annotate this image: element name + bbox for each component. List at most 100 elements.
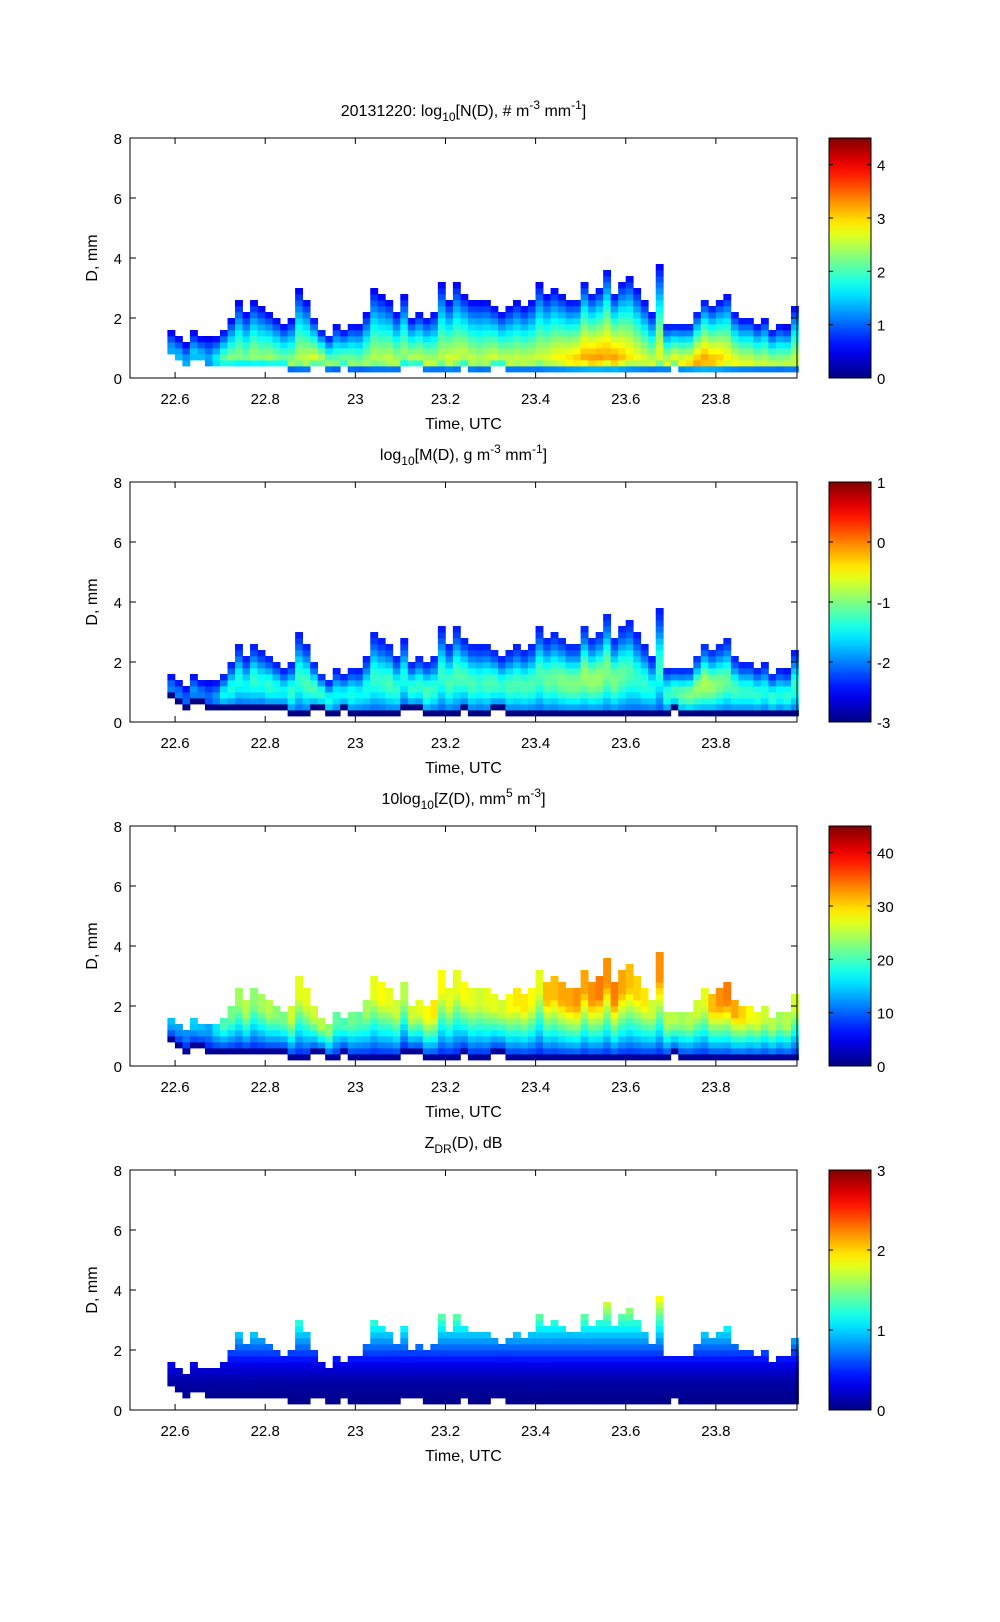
heatmap-cell — [430, 1386, 439, 1393]
heatmap-cell — [588, 710, 597, 717]
heatmap-cell — [422, 1362, 431, 1369]
heatmap-cell — [430, 1368, 439, 1375]
heatmap-cell — [618, 1314, 627, 1321]
heatmap-cell — [505, 1036, 514, 1043]
heatmap-cell — [347, 324, 356, 331]
heatmap-cell — [543, 1356, 551, 1363]
heatmap-cell — [272, 1012, 281, 1019]
heatmap-cell — [573, 1392, 582, 1399]
heatmap-cell — [430, 324, 439, 331]
heatmap-cell — [452, 988, 461, 995]
heatmap-cell — [700, 354, 709, 361]
heatmap-cell — [250, 692, 258, 699]
heatmap-cell — [235, 644, 243, 651]
heatmap-cell — [595, 1398, 604, 1405]
heatmap-cell — [618, 1374, 627, 1381]
heatmap-cell — [528, 1398, 536, 1405]
heatmap-cell — [295, 988, 304, 995]
heatmap-cell — [775, 366, 784, 373]
heatmap-cell — [467, 1332, 476, 1339]
heatmap-cell — [355, 668, 364, 675]
heatmap-cell — [625, 324, 634, 331]
heatmap-cell — [505, 1350, 514, 1357]
heatmap-cell — [648, 324, 657, 331]
heatmap-cell — [760, 1030, 769, 1037]
heatmap-cell — [693, 1042, 702, 1049]
heatmap-cell — [317, 680, 326, 687]
heatmap-cell — [347, 1356, 356, 1363]
heatmap-cell — [565, 668, 574, 675]
heatmap-cell — [565, 1048, 574, 1055]
heatmap-cell — [520, 1012, 529, 1019]
heatmap-cell — [295, 1006, 304, 1013]
heatmap-cell — [603, 1030, 612, 1037]
heatmap-cell — [520, 710, 529, 717]
heatmap-cell — [603, 282, 612, 289]
heatmap-cell — [370, 638, 379, 645]
heatmap-cell — [512, 680, 521, 687]
heatmap-cell — [603, 994, 612, 1001]
heatmap-cell — [558, 638, 566, 645]
heatmap-cell — [280, 1374, 289, 1381]
heatmap-cell — [452, 644, 461, 651]
heatmap-cell — [377, 680, 386, 687]
heatmap-cell — [790, 1018, 799, 1025]
heatmap-cell — [565, 1332, 574, 1339]
heatmap-cell — [783, 1386, 792, 1393]
heatmap-cell — [543, 1392, 551, 1399]
heatmap-cell — [655, 1054, 664, 1061]
heatmap-cell — [385, 1000, 394, 1007]
heatmap-cell — [370, 354, 379, 361]
heatmap-cell — [505, 680, 514, 687]
heatmap-cell — [648, 1006, 657, 1013]
heatmap-cell — [790, 704, 799, 711]
heatmap-cell — [490, 1036, 499, 1043]
heatmap-cell — [272, 698, 281, 705]
heatmap-cell — [189, 342, 198, 349]
heatmap-cell — [655, 282, 664, 289]
heatmap-cell — [595, 312, 604, 319]
heatmap-cell — [723, 668, 732, 675]
heatmap-cell — [535, 1030, 544, 1037]
heatmap-cell — [482, 1012, 491, 1019]
heatmap-cell — [715, 336, 724, 343]
heatmap-cell — [482, 662, 491, 669]
heatmap-cell — [723, 324, 732, 331]
heatmap-cell — [775, 1042, 784, 1049]
heatmap-cell — [242, 1012, 251, 1019]
heatmap-cell — [497, 1392, 506, 1399]
heatmap-cell — [633, 348, 642, 355]
heatmap-cell — [708, 1048, 717, 1055]
heatmap-cell — [235, 1386, 243, 1393]
heatmap-cell — [490, 1000, 499, 1007]
heatmap-cell — [693, 1368, 702, 1375]
heatmap-cell — [475, 1018, 484, 1025]
heatmap-cell — [610, 692, 619, 699]
heatmap-cell — [708, 360, 717, 367]
heatmap-cell — [325, 1048, 334, 1055]
heatmap-cell — [430, 336, 439, 343]
heatmap-cell — [603, 668, 612, 675]
heatmap-cell — [204, 1386, 213, 1393]
heatmap-cell — [227, 1042, 236, 1049]
heatmap-cell — [242, 692, 251, 699]
heatmap-cell — [302, 1036, 311, 1043]
heatmap-cell — [512, 1344, 521, 1351]
heatmap-cell — [422, 674, 431, 681]
heatmap-cell — [550, 1392, 559, 1399]
heatmap-cell — [775, 360, 784, 367]
heatmap-cell — [610, 994, 619, 1001]
heatmap-cell — [505, 1398, 514, 1405]
heatmap-cell — [482, 1368, 491, 1375]
heatmap-cell — [685, 704, 694, 711]
heatmap-cell — [437, 686, 446, 693]
heatmap-cell — [708, 668, 717, 675]
heatmap-cell — [595, 988, 604, 995]
heatmap-cell — [475, 698, 484, 705]
heatmap-cell — [535, 674, 544, 681]
heatmap-cell — [482, 1024, 491, 1031]
heatmap-cell — [189, 1380, 198, 1387]
heatmap-cell — [227, 1018, 236, 1025]
heatmap-cell — [753, 668, 762, 675]
heatmap-cell — [460, 1030, 469, 1037]
